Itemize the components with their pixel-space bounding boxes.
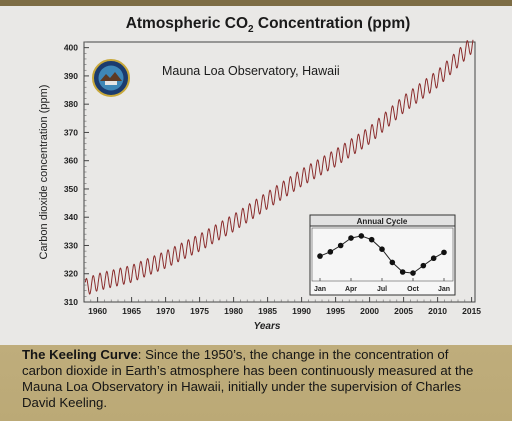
inset-point	[327, 249, 334, 255]
x-tick-label: 2005	[394, 306, 413, 316]
inset-point	[348, 235, 354, 241]
chart-title: Atmospheric CO2 Concentration (ppm)	[126, 15, 411, 35]
observatory-seal-logo	[92, 59, 130, 97]
x-tick-label: 2010	[428, 306, 447, 316]
inset-point	[430, 255, 437, 262]
x-tick-label: 1960	[88, 306, 107, 316]
inset-points	[317, 233, 447, 276]
inset-title-bar	[309, 214, 456, 227]
inset-tick-label: Jan	[438, 286, 450, 293]
y-tick-label: 360	[64, 156, 78, 166]
inset-title: Annual Cycle	[357, 217, 408, 226]
inset-plot-frame	[311, 227, 454, 282]
inset-tick-label: Oct	[407, 286, 419, 293]
inset-tick-label: Jan	[314, 286, 326, 293]
x-tick-label: 1980	[224, 306, 243, 316]
inset-point	[441, 249, 447, 256]
inset-point	[337, 242, 344, 249]
x-tick-label: 1975	[190, 306, 209, 316]
inset-point	[399, 269, 406, 275]
caption-text: : Since the 1950’s, the change in the co…	[22, 347, 474, 410]
y-tick-label: 320	[64, 269, 78, 279]
caption: The Keeling Curve: Since the 1950’s, the…	[22, 347, 492, 411]
x-tick-label: 2000	[360, 306, 379, 316]
y-tick-label: 340	[64, 212, 78, 222]
x-axis-ticks: 1960 1965 1970 1975 1980 1985 1990 1995 2000 2005…	[88, 297, 481, 316]
y-tick-label: 350	[64, 184, 78, 194]
y-tick-label: 330	[64, 240, 78, 250]
x-tick-label: 2015	[462, 306, 481, 316]
inset-point	[368, 236, 375, 243]
x-tick-label: 1965	[122, 306, 141, 316]
inset-point	[389, 259, 396, 266]
frame-edge	[0, 0, 512, 6]
keeling-chart: Atmospheric CO2 Concentration (ppm) 3103…	[38, 15, 481, 332]
x-tick-label: 1995	[326, 306, 345, 316]
inset-box	[309, 214, 456, 296]
inset-point	[358, 233, 365, 239]
y-tick-label: 380	[64, 99, 78, 109]
x-tick-label: 1985	[258, 306, 277, 316]
inset-tick-label: Jul	[377, 286, 387, 293]
y-axis-ticks: 310 320 330 340 350 360 370 380 390 400	[64, 41, 89, 307]
x-tick-label: 1970	[156, 306, 175, 316]
inset-point	[317, 253, 323, 259]
co2-series-line	[84, 39, 474, 295]
x-tick-label: 1990	[292, 306, 311, 316]
annual-cycle-inset: Annual Cycle Jan Apr Jul Oct Jan	[309, 214, 456, 296]
chart-title-subscript: 2	[248, 24, 254, 35]
chart-subtitle: Mauna Loa Observatory, Hawaii	[162, 64, 340, 78]
y-tick-label: 390	[64, 71, 78, 81]
x-axis-label: Years	[254, 321, 281, 332]
inset-tick-label: Apr	[345, 286, 357, 293]
inset-x-ticks: Jan Apr Jul Oct Jan	[314, 278, 450, 293]
inset-point	[410, 270, 416, 276]
y-axis-label: Carbon dioxide concentration (ppm)	[38, 85, 50, 260]
inset-point	[379, 246, 385, 252]
inset-point	[420, 262, 427, 269]
y-tick-label: 310	[64, 297, 78, 307]
y-tick-label: 400	[64, 43, 78, 53]
caption-title: The Keeling Curve	[22, 347, 138, 362]
y-tick-label: 370	[64, 127, 78, 137]
